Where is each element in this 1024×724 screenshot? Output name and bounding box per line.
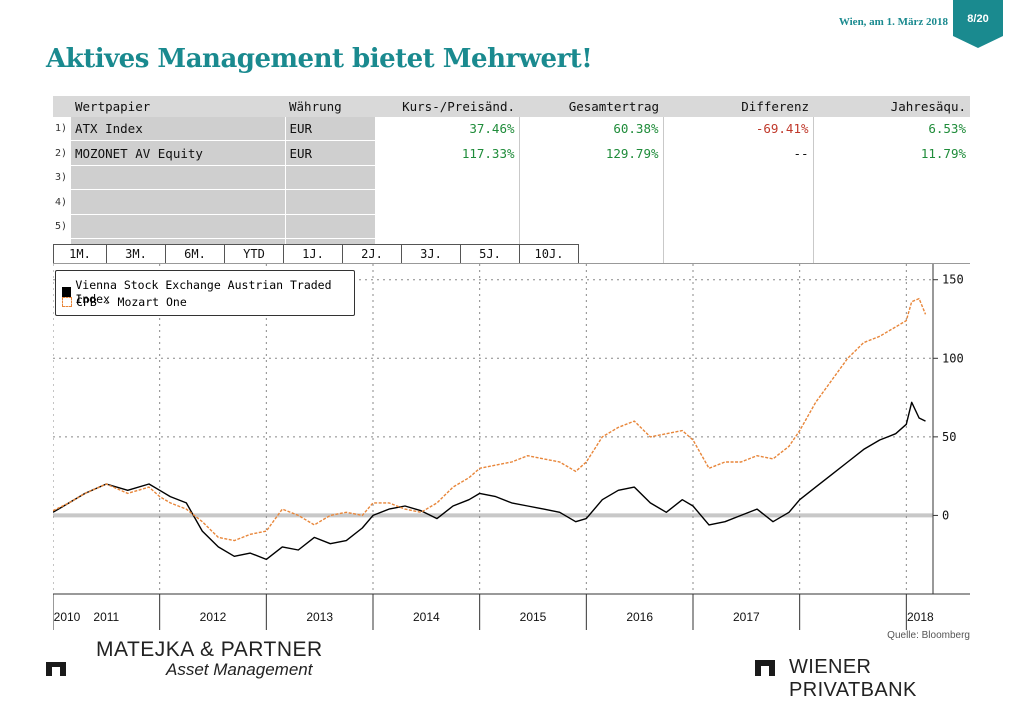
row-price-change	[375, 190, 519, 215]
row-annual	[812, 238, 970, 264]
table-row[interactable]: 4)	[53, 189, 970, 215]
row-annual	[812, 189, 970, 215]
row-currency[interactable]	[285, 189, 376, 215]
page-title: Aktives Management bietet Mehrwert!	[46, 44, 593, 74]
row-price-change: 117.33%	[461, 145, 515, 161]
y-tick-label: 50	[942, 430, 956, 444]
x-tick-label: 2012	[200, 610, 227, 624]
row-currency[interactable]	[285, 165, 376, 191]
row-security[interactable]: MOZONET AV Equity	[71, 140, 286, 166]
range-selector: 1M. 3M. 6M. YTD 1J. 2J. 3J. 5J. 10J.	[53, 244, 579, 264]
row-security[interactable]	[71, 165, 286, 191]
range-button-1j[interactable]: 1J.	[283, 244, 343, 264]
table-header-row: Wertpapier Währung Kurs-/Preisänd. Gesam…	[53, 96, 970, 117]
legend-label-mozart: CPB - Mozart One	[76, 295, 187, 309]
legend-label-atx: Vienna Stock Exchange Austrian Traded In…	[75, 278, 332, 306]
table-header-annual: Jahresäqu.	[813, 96, 970, 117]
range-button-5j[interactable]: 5J.	[460, 244, 520, 264]
row-security[interactable]	[71, 189, 286, 215]
row-price-change	[375, 165, 519, 190]
range-button-6m[interactable]: 6M.	[165, 244, 225, 264]
row-total-return	[518, 165, 663, 190]
matejka-brand-sub: Asset Management	[166, 660, 313, 679]
row-total-return	[518, 214, 663, 239]
row-currency[interactable]	[285, 214, 376, 240]
x-tick-label: 2013	[306, 610, 333, 624]
x-tick-label: 2014	[413, 610, 440, 624]
source-note: Quelle: Bloomberg	[887, 630, 970, 641]
range-button-3m[interactable]: 3M.	[106, 244, 166, 264]
row-difference	[662, 165, 813, 190]
table-row[interactable]: 5)	[53, 214, 970, 240]
row-security[interactable]: ATX Index	[71, 117, 286, 142]
row-index: 4)	[55, 196, 68, 208]
table-header-difference: Differenz	[663, 96, 813, 117]
table-header-total-return: Gesamtertrag	[519, 96, 663, 117]
x-tick-label: 2011	[93, 610, 119, 624]
row-price-change	[375, 214, 519, 239]
row-currency[interactable]: EUR	[285, 140, 376, 166]
y-tick-label: 0	[942, 508, 949, 522]
x-tick-label: 2018	[907, 610, 934, 624]
legend-swatch-mozart	[62, 297, 72, 307]
table-header-index	[53, 96, 71, 117]
row-difference	[662, 214, 813, 239]
table-header-security: Wertpapier	[71, 96, 285, 117]
wiener-brand-name: WIENER PRIVATBANK	[789, 656, 917, 701]
row-total-return: 60.38%	[518, 117, 663, 141]
x-tick-label: 2010	[54, 610, 81, 624]
range-button-10j[interactable]: 10J.	[519, 244, 579, 264]
range-button-1m[interactable]: 1M.	[53, 244, 107, 264]
series-line-mozart	[52, 297, 927, 542]
row-security[interactable]	[71, 214, 286, 240]
wiener-logo-icon	[755, 660, 775, 676]
row-annual: 11.79%	[812, 140, 970, 166]
series-line-atx	[52, 401, 926, 561]
matejka-brand-name: MATEJKA & PARTNER	[96, 638, 323, 661]
range-button-2j[interactable]: 2J.	[342, 244, 402, 264]
matejka-logo-icon	[46, 662, 66, 676]
table-row[interactable]: 2) MOZONET AV Equity EUR 117.33% 129.79%…	[53, 140, 970, 166]
row-currency[interactable]: EUR	[285, 117, 376, 142]
performance-table: Wertpapier Währung Kurs-/Preisänd. Gesam…	[53, 96, 970, 264]
row-index: 2)	[55, 147, 68, 159]
table-row[interactable]: 3)	[53, 165, 970, 191]
row-difference	[662, 189, 813, 215]
page-number: 8/20	[967, 13, 989, 25]
chart-area: 0 50 100 150 2010 2011 2012 2013 2014 2015 2016 201…	[52, 263, 970, 630]
row-total-return	[518, 189, 663, 215]
page-number-tag: 8/20	[953, 0, 1003, 48]
row-index: 5)	[55, 221, 68, 233]
legend-entry-mozart: CPB - Mozart One	[62, 295, 187, 309]
table-header-currency: Währung	[285, 96, 375, 117]
row-difference: -69.41%	[662, 117, 813, 141]
row-index: 3)	[55, 172, 68, 184]
row-index: 1)	[55, 123, 68, 135]
row-annual: 6.53%	[812, 117, 970, 141]
table-row[interactable]: 1) ATX Index EUR 37.46% 60.38% -69.41% 6…	[53, 117, 970, 142]
legend-entry-atx: Vienna Stock Exchange Austrian Traded In…	[62, 278, 354, 306]
row-annual	[812, 165, 970, 190]
range-button-ytd[interactable]: YTD	[224, 244, 284, 264]
row-price-change: 37.46%	[469, 121, 515, 137]
y-tick-label: 150	[942, 273, 964, 287]
legend-swatch-atx	[62, 287, 72, 297]
row-difference: --	[662, 140, 813, 166]
range-button-3j[interactable]: 3J.	[401, 244, 461, 264]
row-difference	[662, 238, 813, 264]
header-date: Wien, am 1. März 2018	[838, 16, 948, 28]
row-total-return: 129.79%	[518, 140, 663, 166]
line-chart: 0 50 100 150 2010 2011 2012 2013 2014 2015 2016 201…	[52, 264, 970, 630]
y-tick-label: 100	[942, 351, 964, 365]
chart-legend: Vienna Stock Exchange Austrian Traded In…	[55, 270, 355, 316]
table-header-price-change: Kurs-/Preisänd.	[375, 96, 519, 117]
x-tick-label: 2015	[520, 610, 547, 624]
x-tick-label: 2017	[733, 610, 760, 624]
row-annual	[812, 214, 970, 239]
page-tag-shape	[953, 0, 1003, 48]
x-tick-label: 2016	[626, 610, 653, 624]
